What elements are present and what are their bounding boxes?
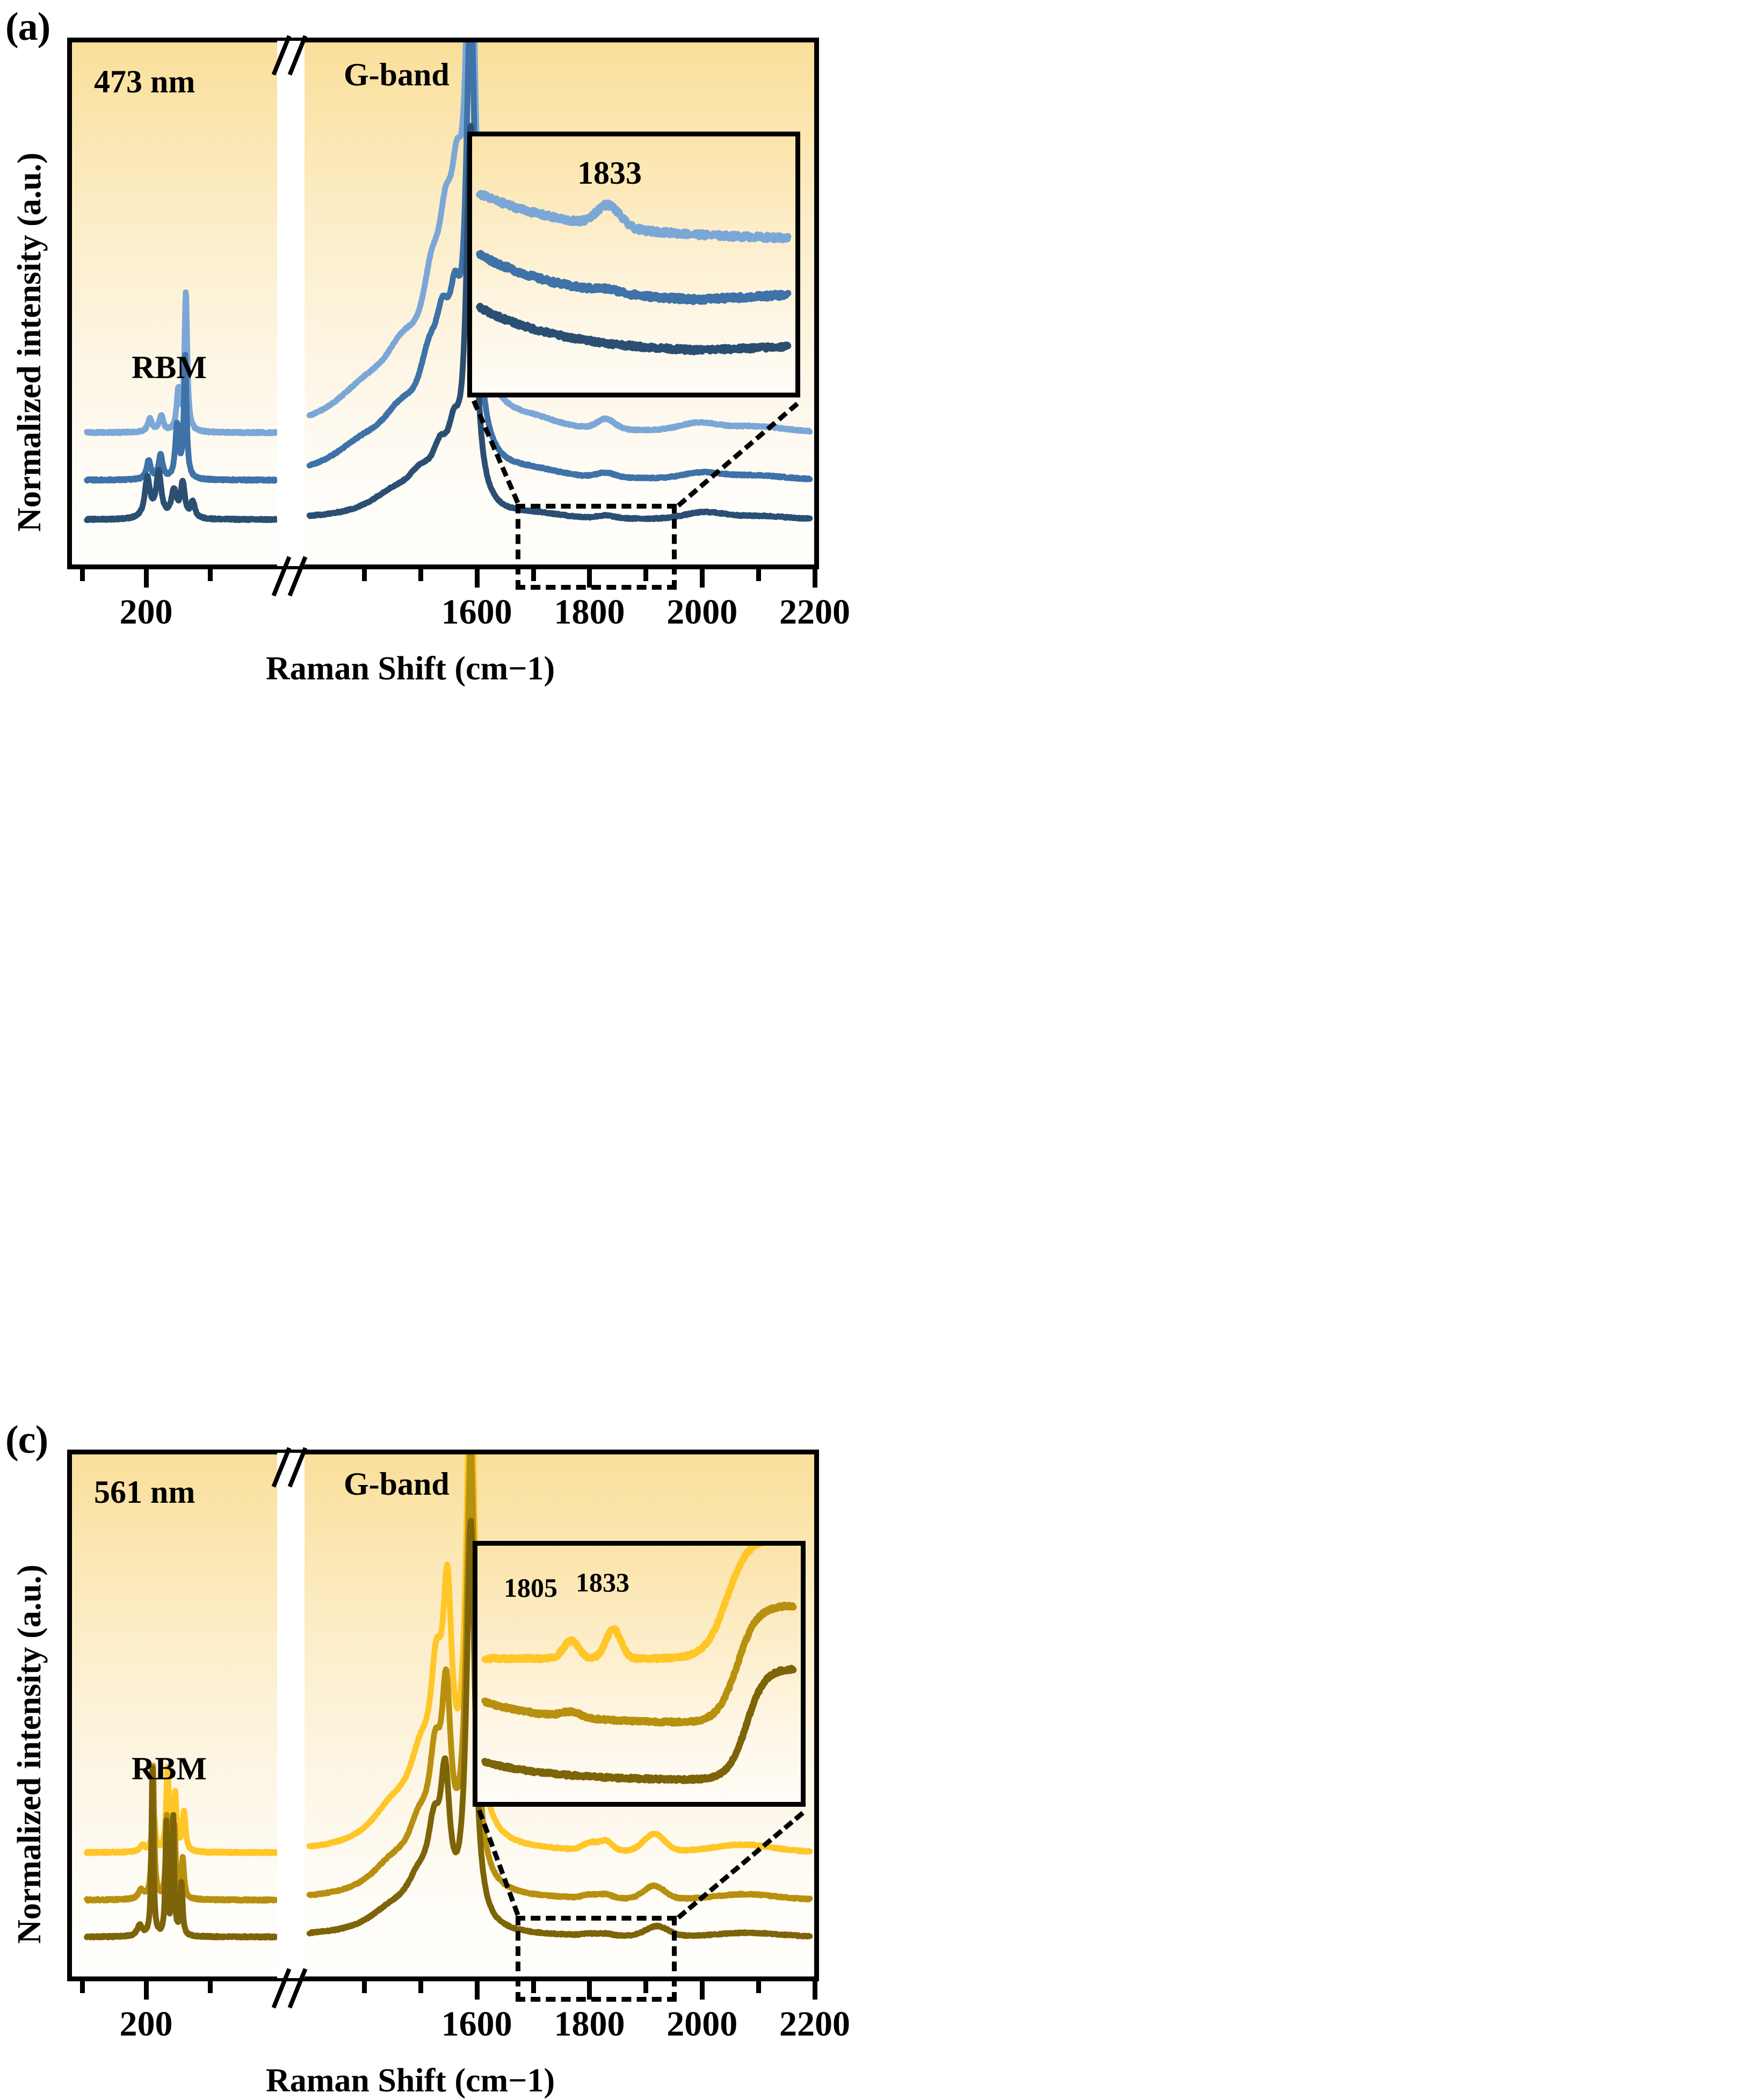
- panel-a-rbm-label: RBM: [132, 349, 207, 386]
- xtick-minor-100: [80, 569, 85, 581]
- xtick-minor-1700: [531, 569, 536, 581]
- xticklabel-1600: 1600: [441, 2004, 512, 2045]
- xtick-minor-1500: [418, 569, 423, 581]
- xticklabel-1600: 1600: [441, 592, 512, 633]
- xtick-major-2200: [813, 569, 817, 588]
- xticklabel-200: 200: [120, 2004, 173, 2045]
- xticklabel-200: 200: [120, 592, 173, 633]
- panel-c-inset-label-1833: 1833: [576, 1567, 629, 1598]
- panel-a-tag: (a): [5, 4, 50, 50]
- x-axis-label: Raman Shift (cm−1): [266, 650, 555, 688]
- xtick-major-1600: [475, 569, 480, 588]
- xtick-minor-1900: [643, 569, 648, 581]
- xtick-minor-1700: [531, 1981, 536, 1993]
- xticklabel-2200: 2200: [779, 592, 850, 633]
- xticklabel-2200: 2200: [779, 2004, 850, 2045]
- axis-break-gap: [277, 41, 305, 566]
- xtick-major-1800: [587, 569, 592, 588]
- panel-c-zoom-region: [516, 1916, 677, 2002]
- xtick-major-1600: [475, 1981, 480, 2000]
- xtick-minor-100: [80, 1981, 85, 1993]
- panel-a-wavelength-label: 473 nm: [94, 63, 195, 100]
- xtick-minor-300: [208, 569, 213, 581]
- xtick-minor-1500: [418, 1981, 423, 1993]
- xticklabel-1800: 1800: [554, 592, 625, 633]
- x-axis-label: Raman Shift (cm−1): [266, 2062, 555, 2100]
- xtick-major-200: [144, 1981, 149, 2000]
- xtick-minor-1400: [362, 1981, 367, 1993]
- xticklabel-1800: 1800: [554, 2004, 625, 2045]
- xtick-major-2000: [700, 1981, 705, 2000]
- panel-c-gband-label: G-band: [344, 1466, 450, 1503]
- xtick-major-2200: [813, 1981, 817, 2000]
- xticklabel-2000: 2000: [666, 2004, 737, 2045]
- xtick-minor-1400: [362, 569, 367, 581]
- panel-b: (b) Normalized intensity (a.u.) 532 nm G…: [873, 0, 1746, 714]
- panel-c-tag: (c): [5, 1417, 48, 1463]
- xtick-major-2000: [700, 569, 705, 588]
- panel-a-inset-label-1833: 1833: [577, 155, 642, 192]
- xtick-major-1800: [587, 1981, 592, 2000]
- axis-break-gap: [277, 1453, 305, 1978]
- figure-grid: (a) Normalized intensity (a.u.) 473 nm G…: [0, 0, 1746, 1428]
- panel-a-ylabel: Normalized intensity (a.u.): [11, 48, 49, 532]
- panel-a-gband-label: G-band: [344, 56, 450, 93]
- xtick-minor-2100: [756, 1981, 761, 1993]
- panel-c-wavelength-label: 561 nm: [94, 1474, 195, 1511]
- xtick-minor-300: [208, 1981, 213, 1993]
- panel-a-zoom-region: [516, 504, 677, 590]
- xtick-minor-1900: [643, 1981, 648, 1993]
- panel-c-ylabel: Normalized intensity (a.u.): [11, 1460, 49, 1944]
- panel-d: (d) Normalized intensity (a.u.) 633 nm G…: [873, 714, 1746, 1428]
- panel-c-inset-label-1805: 1805: [504, 1572, 557, 1603]
- panel-c-rbm-label: RBM: [132, 1750, 207, 1787]
- panel-c: (c) Normalized intensity (a.u.) 561 nm G…: [0, 714, 873, 1428]
- xtick-minor-2100: [756, 569, 761, 581]
- xticklabel-2000: 2000: [666, 592, 737, 633]
- xtick-major-200: [144, 569, 149, 588]
- panel-a: (a) Normalized intensity (a.u.) 473 nm G…: [0, 0, 873, 714]
